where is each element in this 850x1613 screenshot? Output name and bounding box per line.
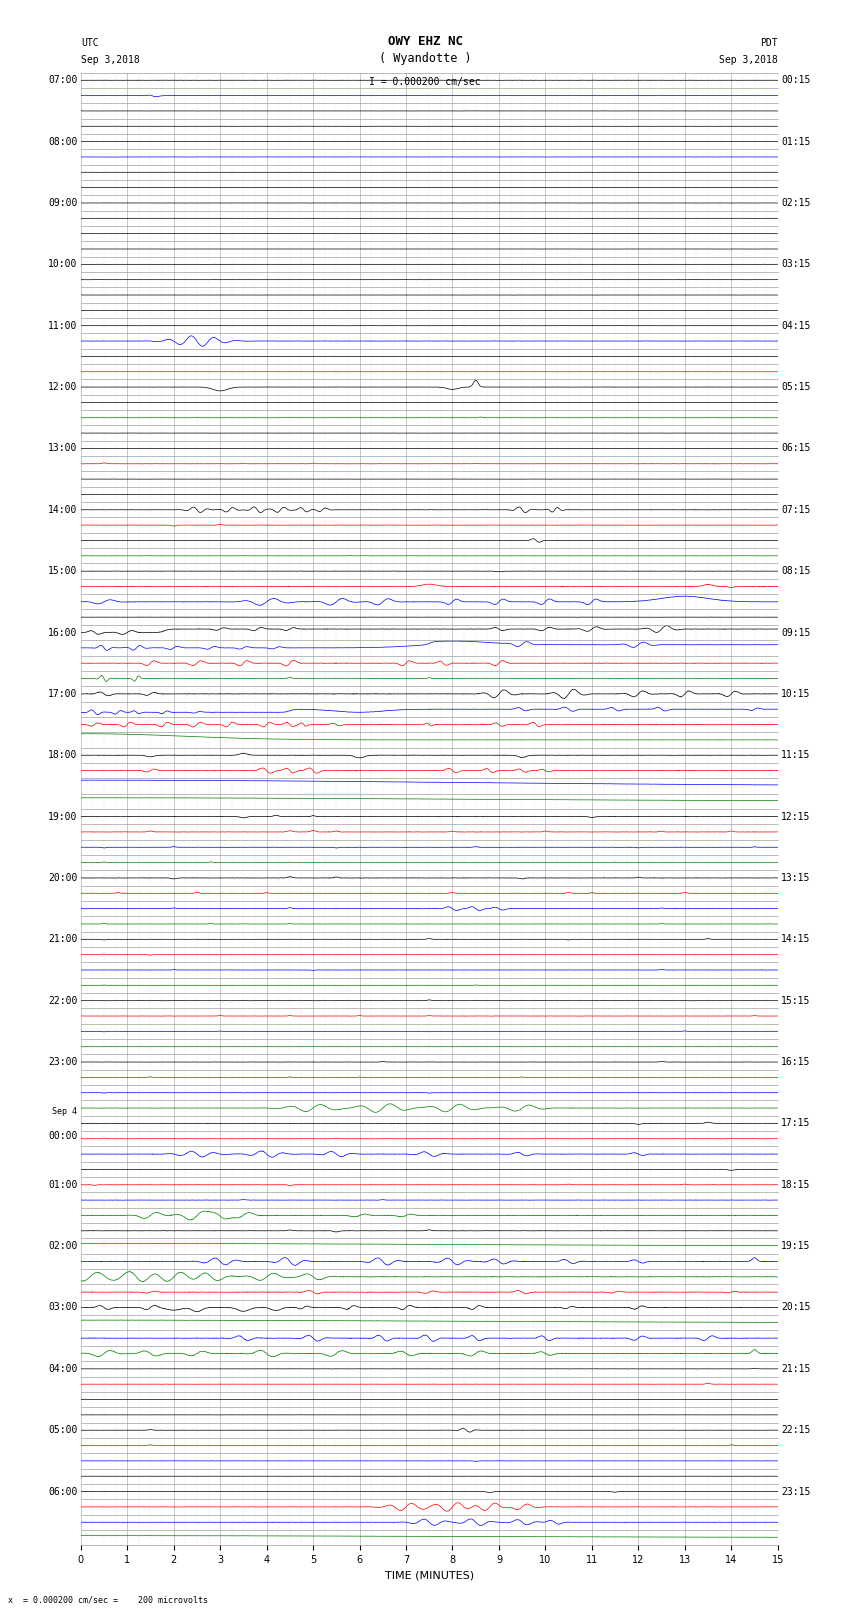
- Text: 04:15: 04:15: [781, 321, 811, 331]
- Text: 00:00: 00:00: [48, 1131, 77, 1140]
- Text: 06:00: 06:00: [48, 1487, 77, 1497]
- Text: 22:00: 22:00: [48, 995, 77, 1005]
- Text: Sep 3,2018: Sep 3,2018: [719, 55, 778, 65]
- Text: UTC: UTC: [81, 39, 99, 48]
- Text: PDT: PDT: [760, 39, 778, 48]
- Text: I = 0.000200 cm/sec: I = 0.000200 cm/sec: [369, 77, 481, 87]
- Text: 05:00: 05:00: [48, 1426, 77, 1436]
- Text: 10:00: 10:00: [48, 260, 77, 269]
- Text: 15:00: 15:00: [48, 566, 77, 576]
- Text: 03:00: 03:00: [48, 1302, 77, 1313]
- Text: 01:15: 01:15: [781, 137, 811, 147]
- Text: 18:00: 18:00: [48, 750, 77, 760]
- Text: ( Wyandotte ): ( Wyandotte ): [379, 52, 471, 65]
- Text: 11:15: 11:15: [781, 750, 811, 760]
- Text: 23:00: 23:00: [48, 1057, 77, 1068]
- Text: 16:15: 16:15: [781, 1057, 811, 1068]
- Text: 09:00: 09:00: [48, 198, 77, 208]
- Text: 08:15: 08:15: [781, 566, 811, 576]
- Text: 19:00: 19:00: [48, 811, 77, 821]
- Text: Sep 3,2018: Sep 3,2018: [81, 55, 139, 65]
- Text: 03:15: 03:15: [781, 260, 811, 269]
- Text: 17:00: 17:00: [48, 689, 77, 698]
- Text: Sep 4: Sep 4: [52, 1107, 77, 1116]
- Text: 14:15: 14:15: [781, 934, 811, 944]
- Text: 08:00: 08:00: [48, 137, 77, 147]
- Text: 10:15: 10:15: [781, 689, 811, 698]
- Text: 21:00: 21:00: [48, 934, 77, 944]
- Text: 13:15: 13:15: [781, 873, 811, 882]
- Text: 22:15: 22:15: [781, 1426, 811, 1436]
- Text: 12:15: 12:15: [781, 811, 811, 821]
- Text: 00:15: 00:15: [781, 76, 811, 85]
- Text: 20:00: 20:00: [48, 873, 77, 882]
- Text: 04:00: 04:00: [48, 1365, 77, 1374]
- Text: 11:00: 11:00: [48, 321, 77, 331]
- Text: 16:00: 16:00: [48, 627, 77, 637]
- Text: 07:00: 07:00: [48, 76, 77, 85]
- Text: 02:00: 02:00: [48, 1240, 77, 1252]
- Text: 09:15: 09:15: [781, 627, 811, 637]
- Text: 13:00: 13:00: [48, 444, 77, 453]
- Text: 18:15: 18:15: [781, 1179, 811, 1190]
- Text: 06:15: 06:15: [781, 444, 811, 453]
- Text: 05:15: 05:15: [781, 382, 811, 392]
- Text: 14:00: 14:00: [48, 505, 77, 515]
- Text: 01:00: 01:00: [48, 1179, 77, 1190]
- Text: 19:15: 19:15: [781, 1240, 811, 1252]
- X-axis label: TIME (MINUTES): TIME (MINUTES): [385, 1571, 473, 1581]
- Text: 15:15: 15:15: [781, 995, 811, 1005]
- Text: 17:15: 17:15: [781, 1118, 811, 1129]
- Text: 12:00: 12:00: [48, 382, 77, 392]
- Text: x  = 0.000200 cm/sec =    200 microvolts: x = 0.000200 cm/sec = 200 microvolts: [8, 1595, 208, 1605]
- Text: OWY EHZ NC: OWY EHZ NC: [388, 35, 462, 48]
- Text: 20:15: 20:15: [781, 1302, 811, 1313]
- Text: 02:15: 02:15: [781, 198, 811, 208]
- Text: 07:15: 07:15: [781, 505, 811, 515]
- Text: 21:15: 21:15: [781, 1365, 811, 1374]
- Text: 23:15: 23:15: [781, 1487, 811, 1497]
